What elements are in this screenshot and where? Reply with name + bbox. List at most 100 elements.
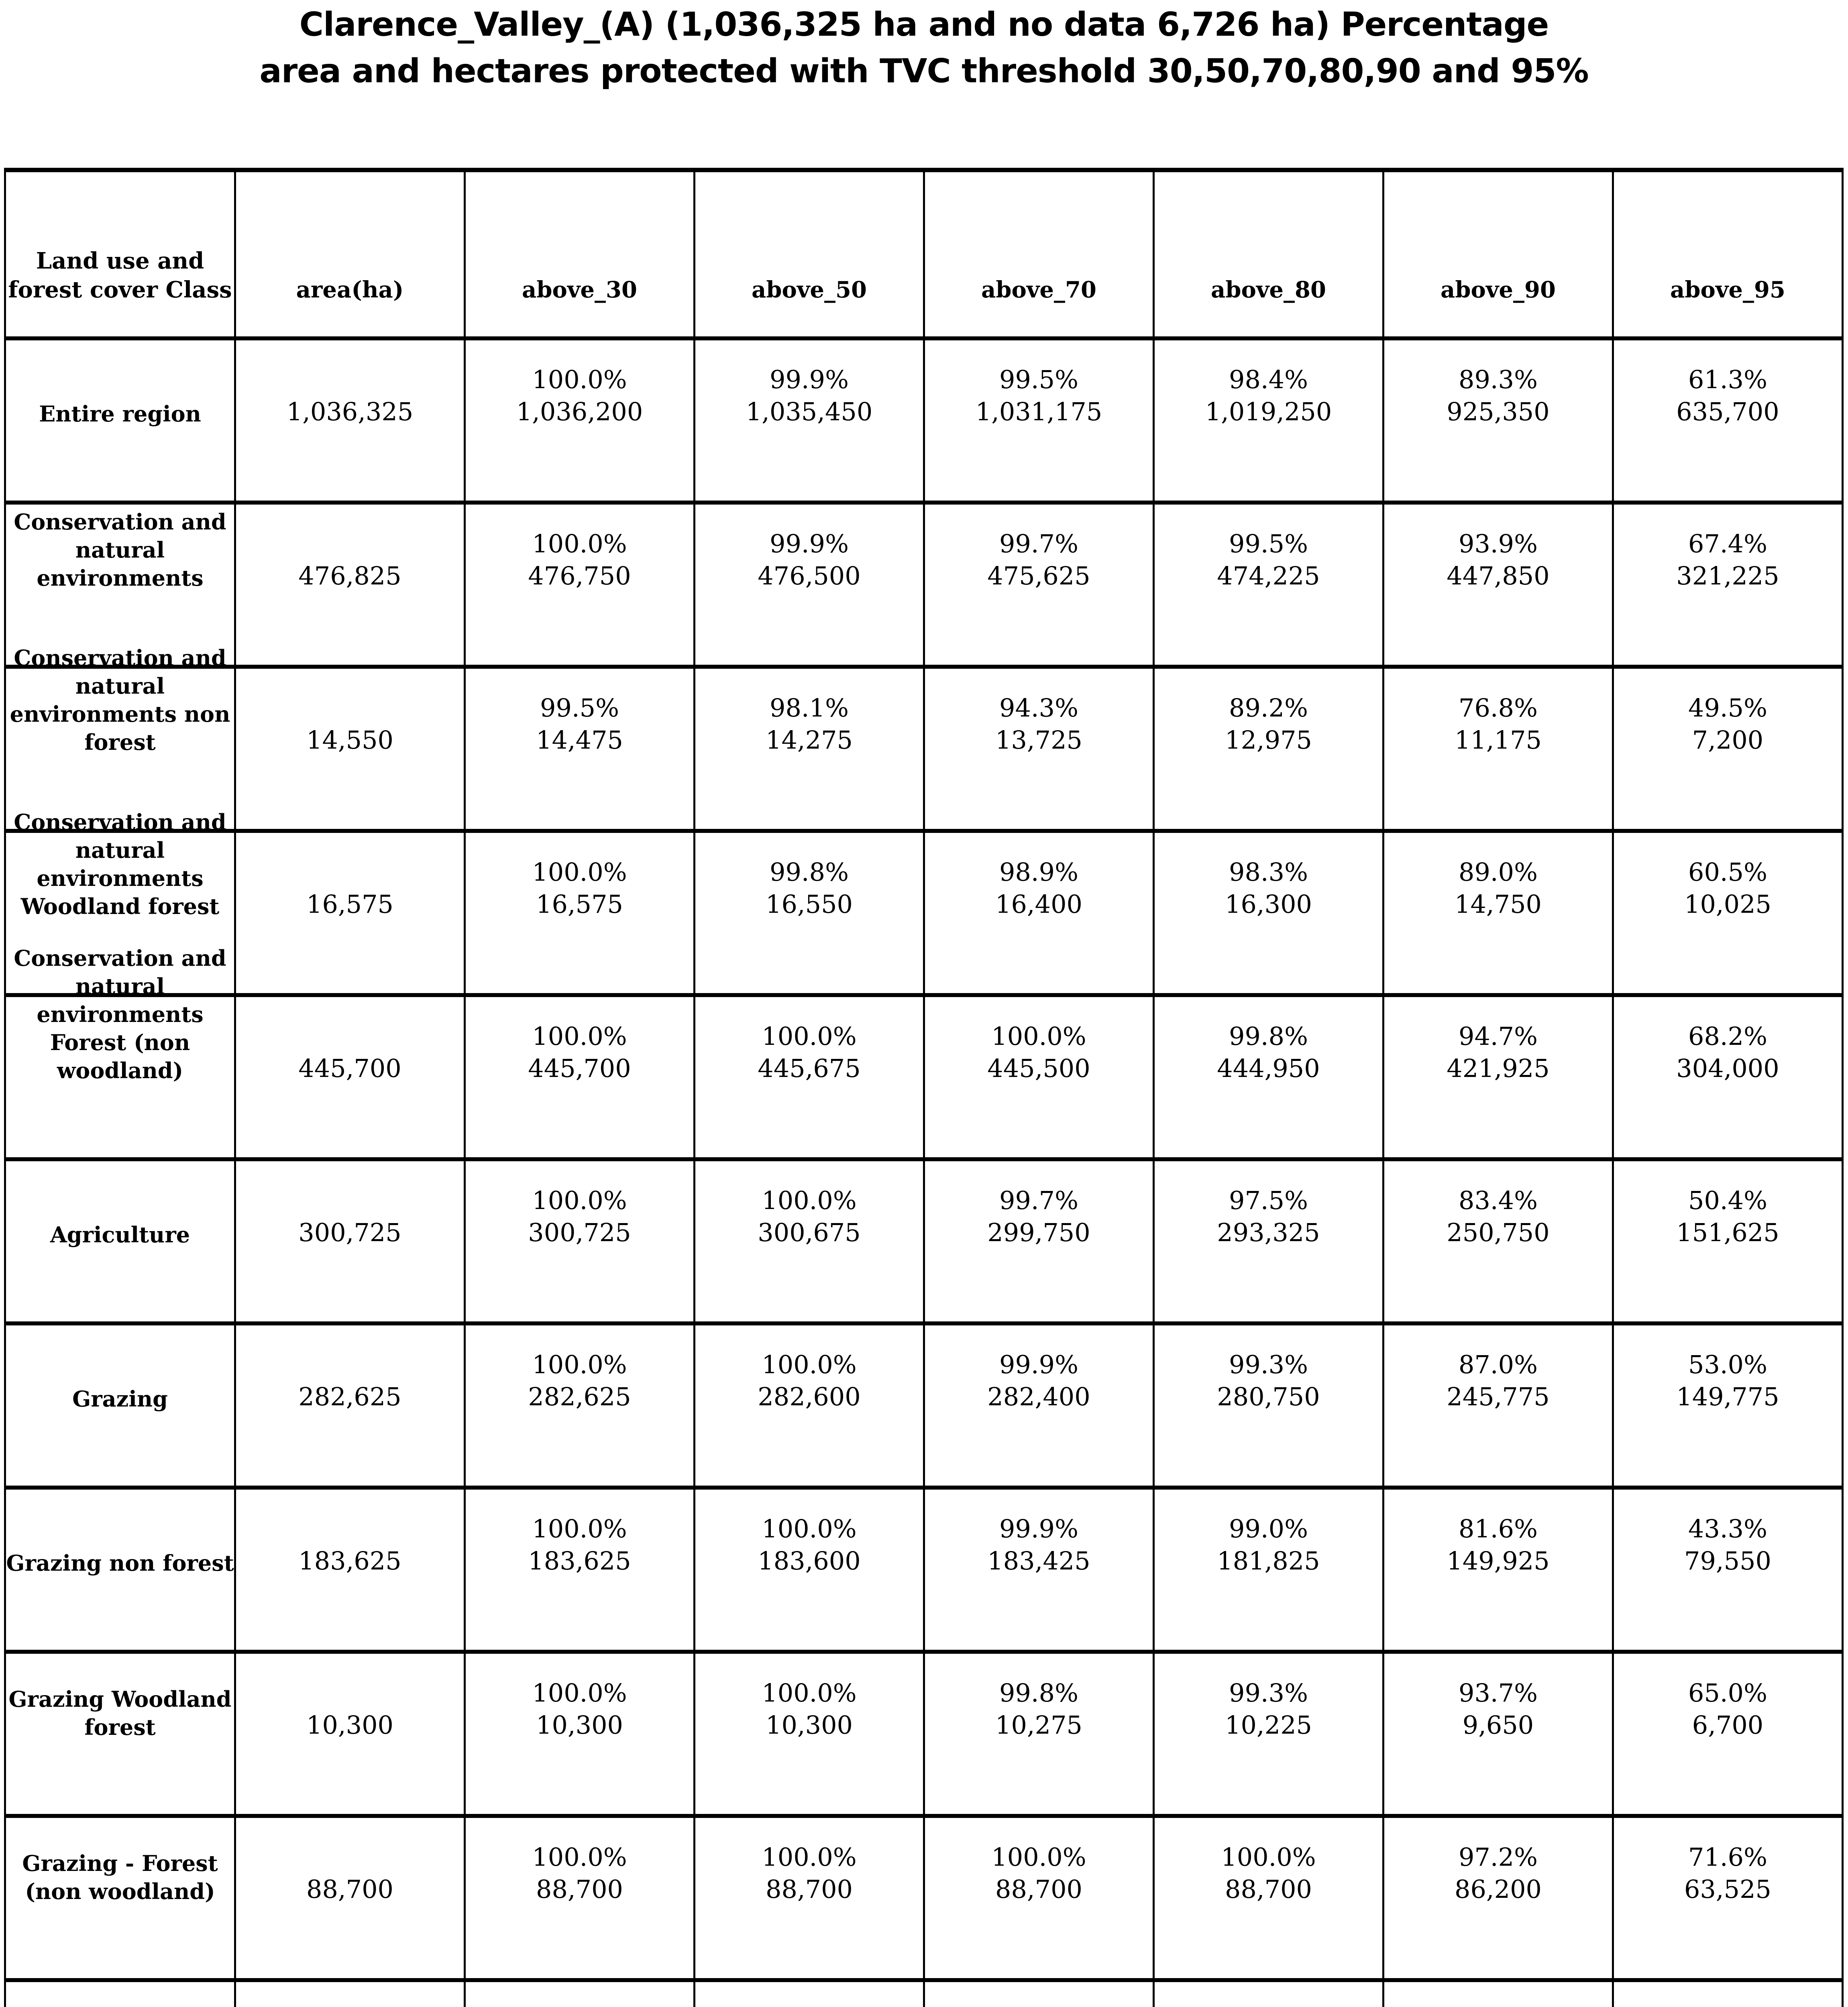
area-cell: 476,825 bbox=[236, 505, 464, 665]
value-cell: 98.1% 14,275 bbox=[695, 669, 923, 829]
value-cell: 100.0%16,950 bbox=[466, 1982, 693, 2007]
value-cell: 100.0% 300,675 bbox=[695, 1161, 923, 1321]
value-cell: 100.0% 88,700 bbox=[466, 1818, 693, 1978]
value-cell: 100.0% 445,700 bbox=[466, 997, 693, 1157]
value-cell-text: 99.9% 1,035,450 bbox=[746, 364, 873, 426]
value-cell-text: 67.6%11,450 bbox=[1151, 2005, 1385, 2007]
page-title-line1: Clarence_Valley_(A) (1,036,325 ha and no… bbox=[299, 6, 1549, 44]
value-cell: 99.5% 14,475 bbox=[466, 669, 693, 829]
value-cell: 67.4% 321,225 bbox=[1614, 505, 1842, 665]
value-cell-text: 100.0% 300,725 bbox=[528, 1185, 631, 1247]
row-label-text: Conservation and natural environments bbox=[14, 509, 226, 591]
value-cell-text: 24.5%4,150 bbox=[1381, 2005, 1615, 2007]
value-cell-text: 50.4% 151,625 bbox=[1676, 1185, 1779, 1247]
value-cell-text: 94.3% 13,725 bbox=[995, 693, 1082, 755]
page-title-line2: area and hectares protected with TVC thr… bbox=[259, 52, 1589, 90]
value-cell: 99.5% 474,225 bbox=[1155, 505, 1382, 665]
area-cell: 183,625 bbox=[236, 1490, 464, 1650]
row-label: Conservation and natural environments bbox=[6, 505, 234, 665]
value-cell: 65.0% 6,700 bbox=[1614, 1654, 1842, 1814]
value-cell-text: 76.8% 11,175 bbox=[1455, 693, 1542, 755]
value-cell-text: 81.6% 149,925 bbox=[1447, 1514, 1550, 1575]
value-cell-text: 100.0% 445,500 bbox=[987, 1021, 1090, 1083]
value-cell-text: 100.0% 10,300 bbox=[532, 1678, 627, 1740]
value-cell-text: 98.9% 16,400 bbox=[995, 857, 1082, 919]
value-cell-text: 68.2% 304,000 bbox=[1676, 1021, 1779, 1083]
value-cell: 100.0% 88,700 bbox=[925, 1818, 1153, 1978]
value-cell: 89.3% 925,350 bbox=[1384, 340, 1612, 501]
value-cell: 87.0% 245,775 bbox=[1384, 1325, 1612, 1486]
column-header-above-95: above_95 bbox=[1614, 172, 1842, 336]
value-cell-text: 83.4% 250,750 bbox=[1447, 1185, 1550, 1247]
value-cell-text: 89.3% 925,350 bbox=[1447, 364, 1550, 426]
value-cell: 43.3% 79,550 bbox=[1614, 1490, 1842, 1650]
area-cell: 10,300 bbox=[236, 1654, 464, 1814]
value-cell-text: 100.0% 88,700 bbox=[1221, 1842, 1316, 1904]
value-cell-text: 99.9%16,925 bbox=[692, 2005, 926, 2007]
value-cell: 99.9% 476,500 bbox=[695, 505, 923, 665]
value-cell-text: 93.7% 9,650 bbox=[1459, 1678, 1538, 1740]
column-header-class: Land use and forest cover Class bbox=[6, 172, 234, 336]
value-cell: 76.8% 11,175 bbox=[1384, 669, 1612, 829]
value-cell: 99.7% 299,750 bbox=[925, 1161, 1153, 1321]
value-cell-text: 94.7% 421,925 bbox=[1447, 1021, 1550, 1083]
row-label-text: Conservation and natural environments no… bbox=[10, 645, 230, 755]
row-label-text: Grazing bbox=[72, 1386, 168, 1412]
value-cell: 99.7% 475,625 bbox=[925, 505, 1153, 665]
area-cell-text: 300,725 bbox=[298, 1217, 401, 1247]
row-label: Conservation and natural environments no… bbox=[6, 645, 234, 829]
value-cell-text: 53.0% 149,775 bbox=[1676, 1350, 1779, 1411]
value-cell-text: 98.4% 1,019,250 bbox=[1205, 364, 1332, 426]
row-label: Agriculture bbox=[6, 1161, 234, 1321]
value-cell: 99.9% 1,035,450 bbox=[695, 340, 923, 501]
value-cell: 100.0% 445,500 bbox=[925, 997, 1153, 1157]
area-cell-text: 10,300 bbox=[306, 1710, 393, 1740]
value-cell-text: 99.3% 10,225 bbox=[1225, 1678, 1312, 1740]
area-cell-text: 16,575 bbox=[306, 889, 393, 919]
value-cell: 8.4%1,425 bbox=[1614, 1982, 1842, 2007]
value-cell-text: 99.0% 181,825 bbox=[1217, 1514, 1320, 1575]
page-title: Clarence_Valley_(A) (1,036,325 ha and no… bbox=[101, 2, 1747, 95]
area-cell: 14,550 bbox=[236, 669, 464, 829]
row-label-text: Conservation and natural environments Wo… bbox=[14, 809, 226, 919]
column-header-above-70: above_70 bbox=[925, 172, 1153, 336]
value-cell-text: 100.0% 445,675 bbox=[758, 1021, 861, 1083]
value-cell-text: 95.6%16,200 bbox=[922, 2005, 1156, 2007]
value-cell: 99.5% 1,031,175 bbox=[925, 340, 1153, 501]
value-cell: 67.6%11,450 bbox=[1155, 1982, 1382, 2007]
area-cell-text: 88,700 bbox=[306, 1874, 393, 1904]
value-cell-text: 99.9% 476,500 bbox=[758, 529, 861, 590]
value-cell-text: 99.8% 16,550 bbox=[766, 857, 853, 919]
value-cell: 100.0% 476,750 bbox=[466, 505, 693, 665]
value-cell: 89.2% 12,975 bbox=[1155, 669, 1382, 829]
value-cell: 100.0% 88,700 bbox=[1155, 1818, 1382, 1978]
area-cell: 282,625 bbox=[236, 1325, 464, 1486]
land-use-table: Land use and forest cover Class area(ha)… bbox=[4, 168, 1844, 2007]
value-cell: 98.3% 16,300 bbox=[1155, 833, 1382, 993]
area-cell: 1,036,325 bbox=[236, 340, 464, 501]
value-cell: 98.9% 16,400 bbox=[925, 833, 1153, 993]
value-cell: 100.0% 445,675 bbox=[695, 997, 923, 1157]
row-label-text: Grazing non forest bbox=[6, 1550, 234, 1576]
value-cell-text: 43.3% 79,550 bbox=[1684, 1514, 1771, 1575]
row-label-text: Agriculture bbox=[50, 1221, 190, 1248]
value-cell-text: 100.0% 282,625 bbox=[528, 1350, 631, 1411]
area-cell-text: 14,550 bbox=[306, 725, 393, 755]
area-cell: 16,950 bbox=[236, 1982, 464, 2007]
value-cell: 99.3% 10,225 bbox=[1155, 1654, 1382, 1814]
row-label-text: Grazing - Forest (non woodland) bbox=[22, 1850, 218, 1904]
value-cell-text: 100.0% 10,300 bbox=[762, 1678, 857, 1740]
row-label: Conservation and natural environments Fo… bbox=[6, 945, 234, 1157]
value-cell: 24.5%4,150 bbox=[1384, 1982, 1612, 2007]
row-label: Entire region bbox=[6, 340, 234, 501]
value-cell: 89.0% 14,750 bbox=[1384, 833, 1612, 993]
area-cell: 445,700 bbox=[236, 997, 464, 1157]
column-header-above-30: above_30 bbox=[466, 172, 693, 336]
value-cell-text: 87.0% 245,775 bbox=[1447, 1350, 1550, 1411]
value-cell-text: 71.6% 63,525 bbox=[1684, 1842, 1771, 1904]
row-label: Grazing bbox=[6, 1325, 234, 1486]
value-cell: 99.8% 16,550 bbox=[695, 833, 923, 993]
value-cell-text: 100.0%16,950 bbox=[463, 2005, 697, 2007]
value-cell: 100.0% 183,625 bbox=[466, 1490, 693, 1650]
